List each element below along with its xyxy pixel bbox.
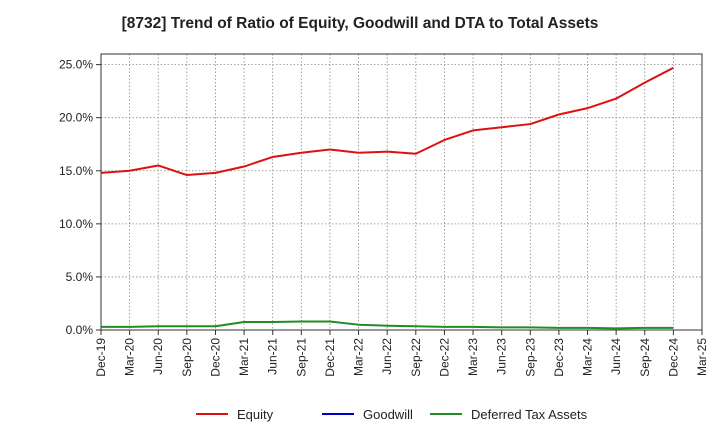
x-tick-label: Mar-23 — [466, 338, 480, 376]
x-tick-label: Dec-23 — [552, 338, 566, 377]
x-tick-label: Mar-24 — [581, 338, 595, 376]
y-tick-label: 25.0% — [59, 58, 93, 72]
x-tick-label: Sep-20 — [180, 338, 194, 377]
x-tick-label: Mar-22 — [352, 338, 366, 376]
x-tick-label: Mar-25 — [695, 338, 709, 376]
x-tick-label: Jun-22 — [380, 338, 394, 375]
legend: Equity Goodwill Deferred Tax Assets — [196, 407, 588, 422]
series-line-equity — [100, 66, 674, 177]
x-tick-label: Sep-23 — [523, 338, 537, 377]
y-tick-label: 20.0% — [59, 111, 93, 125]
x-tick-label: Dec-19 — [94, 338, 108, 377]
x-axis: Dec-19 Mar-20 Jun-20 Sep-20 Dec-20 Mar-21 Jun-… — [94, 330, 709, 377]
series-line-deferred-tax-assets — [101, 320, 674, 330]
series-layer — [100, 66, 674, 330]
x-tick-label: Mar-20 — [123, 338, 137, 376]
legend-label-deferred-tax-assets: Deferred Tax Assets — [471, 407, 588, 422]
x-tick-label: Dec-21 — [323, 338, 337, 377]
legend-label-equity: Equity — [237, 407, 274, 422]
plot-frame — [100, 53, 703, 331]
x-tick-label: Dec-24 — [666, 338, 680, 377]
y-tick-label: 15.0% — [59, 164, 93, 178]
legend-label-goodwill: Goodwill — [363, 407, 413, 422]
x-tick-label: Jun-24 — [609, 338, 623, 375]
chart-title: [8732] Trend of Ratio of Equity, Goodwil… — [121, 15, 599, 32]
x-tick-label: Jun-21 — [266, 338, 280, 375]
x-tick-label: Dec-20 — [208, 338, 222, 377]
x-tick-label: Mar-21 — [237, 338, 251, 376]
x-tick-label: Jun-23 — [495, 338, 509, 375]
grid-layer — [101, 54, 702, 330]
x-tick-label: Sep-24 — [638, 338, 652, 377]
y-tick-label: 5.0% — [66, 270, 94, 284]
x-tick-label: Dec-22 — [437, 338, 451, 377]
x-tick-label: Sep-21 — [294, 338, 308, 377]
x-tick-label: Sep-22 — [409, 338, 423, 377]
y-tick-label: 10.0% — [59, 217, 93, 231]
y-tick-label: 0.0% — [66, 323, 94, 337]
y-axis: 0.0% 5.0% 10.0% 15.0% 20.0% 25.0% — [59, 58, 101, 337]
x-tick-label: Jun-20 — [151, 338, 165, 375]
